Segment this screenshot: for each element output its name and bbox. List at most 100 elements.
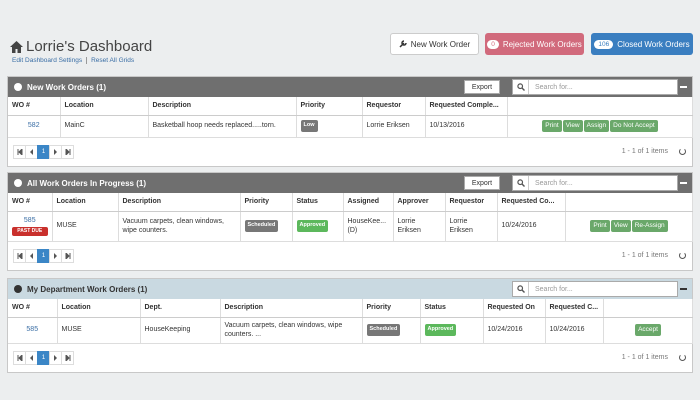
cell: MainC [60,115,149,138]
panel-title: New Work Orders (1) [27,82,106,92]
cell: Vacuum carpets, clean windows, wipe coun… [220,317,363,344]
search-box[interactable]: Search for... [512,281,678,297]
column-header [507,97,693,116]
cell: Scheduled [362,317,421,344]
export-button[interactable]: Export [464,80,500,94]
column-header: WO # [8,97,61,116]
cell-text: MainC [64,122,85,130]
link[interactable]: Reset All Grids [86,57,135,64]
title-text: Lorrie's Dashboard [26,38,153,55]
rejected-button[interactable]: 0 Rejected Work Orders [485,33,584,55]
closed-button[interactable]: 106 Closed Work Orders [591,33,693,55]
items-summary: 1 - 1 of 1 items [621,354,668,361]
cell-text: 10/24/2016 [487,326,523,334]
link[interactable]: Edit Dashboard Settings [12,57,83,64]
actions-cell: Print View Assign Do Not Accept [507,115,693,138]
action-button[interactable]: Re-Assign [631,219,668,233]
cell: 10/24/2016 [483,317,546,344]
magnifier [516,179,525,187]
search-box[interactable]: Search for... [512,79,678,95]
page-title: Lorrie's Dashboard [10,38,152,55]
action-button[interactable]: Assign [583,119,610,133]
cell-text: HouseKee... (D) [347,217,387,234]
cell-text: Basketball hoop needs replaced.....torn. [152,122,276,130]
collapse-icon[interactable] [680,86,687,88]
refresh-icon[interactable] [679,148,686,155]
cell: 10/13/2016 [425,115,508,138]
cell: HouseKee... (D) [343,211,394,242]
column-header: WO # [8,193,53,212]
status-badge: Scheduled [244,220,279,232]
cell: Low [296,115,363,138]
magnifier [516,83,525,91]
panel-title: All Work Orders In Progress (1) [27,178,146,188]
collapse-icon[interactable] [680,288,687,290]
last-page[interactable] [61,248,74,263]
action-button[interactable]: Do Not Accept [610,119,658,133]
panel: New Work Orders (1) Export Search for... WO… [7,76,693,167]
collapse-icon[interactable] [680,182,687,184]
cell-text: Lorrie Eriksen [449,217,473,234]
column-header: Description [148,97,297,116]
cell: 585 PAST DUE [8,211,53,242]
work-order-link[interactable]: 585 [26,326,39,334]
export-button[interactable]: Export [464,176,500,190]
last-page[interactable] [61,144,74,159]
panel-header: All Work Orders In Progress (1) Export Sea… [8,173,692,193]
cell: Lorrie Eriksen [393,211,446,242]
panel-title: My Department Work Orders (1) [27,284,148,294]
work-order-link[interactable]: 585 [23,216,36,224]
action-button[interactable]: Print [590,219,610,233]
work-order-link[interactable]: 582 [27,122,40,130]
data-row: 585 MUSE HouseKeeping Vacuum carpets, clean… [8,317,693,344]
cell-text: MUSE [61,326,82,334]
search-box[interactable]: Search for... [512,175,678,191]
action-button[interactable]: View [562,119,583,133]
cell: Approved [292,211,344,242]
column-header: Requestor [445,193,498,212]
column-header: Requested C... [545,299,604,318]
column-header: Priority [296,97,363,116]
header-row: WO # Location Description Priority Requestor… [8,97,693,116]
cell: 10/24/2016 [497,211,566,242]
column-header: Dept. [140,299,221,318]
search-icon [513,176,529,190]
wrench-icon [399,40,407,48]
refresh-icon[interactable] [679,252,686,259]
cell-text: 10/24/2016 [501,222,537,230]
grid-table: WO # Location Dept. Description Priority Stat… [8,299,693,344]
column-header: Requestor [362,97,426,116]
count-badge: 106 [594,39,614,49]
new-work-order-button[interactable]: New Work Order [390,33,479,55]
cell-text: Lorrie Eriksen [397,217,421,234]
action-button[interactable]: Accept [635,323,661,337]
action-button[interactable]: Print [542,119,562,133]
search-placeholder: Search for... [535,83,573,91]
column-header: Assigned [343,193,394,212]
magnifier [516,285,525,293]
search-placeholder: Search for... [535,179,573,187]
column-header: Priority [362,299,421,318]
cell: Lorrie Eriksen [362,115,426,138]
cell-text: 10/13/2016 [429,122,465,130]
help-icon [14,285,22,293]
data-row: 582 MainC Basketball hoop needs replaced..… [8,115,693,138]
column-header: Requested On [483,299,546,318]
status-badge: Approved [296,220,329,232]
cell: Scheduled [240,211,293,242]
cell: Vacuum carpets, clean windows, wipe coun… [118,211,241,242]
cell: MUSE [57,317,141,344]
header-row: WO # Location Dept. Description Priority Stat… [8,299,693,318]
panel-header: New Work Orders (1) Export Search for... [8,77,692,97]
status-badge: Scheduled [366,324,401,336]
actions-cell: Print View Re-Assign [565,211,693,242]
past-due-flag: PAST DUE [12,227,48,237]
action-button[interactable]: View [610,219,631,233]
refresh-icon[interactable] [679,354,686,361]
last-page[interactable] [61,350,74,365]
actions-cell: Accept [603,317,693,344]
